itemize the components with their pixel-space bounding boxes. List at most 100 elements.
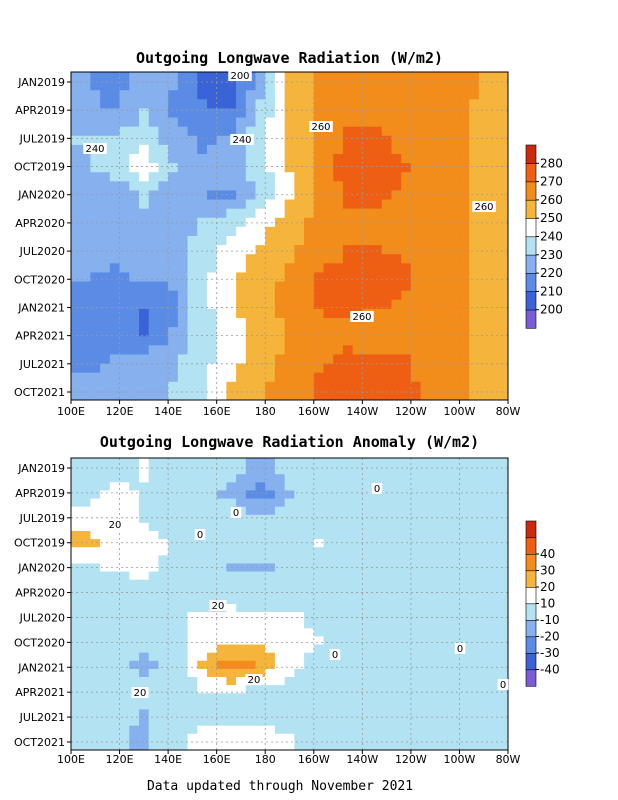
- field-cell: [449, 547, 460, 556]
- field-cell: [255, 108, 266, 118]
- field-cell: [206, 372, 218, 383]
- field-cell: [216, 725, 227, 735]
- field-cell: [90, 381, 101, 392]
- field-cell: [333, 190, 344, 200]
- field-cell: [498, 652, 509, 662]
- field-cell: [488, 531, 499, 540]
- field-cell: [168, 135, 179, 146]
- field-cell: [71, 717, 82, 727]
- colorbar-label: 260: [540, 193, 563, 207]
- field-cell: [440, 506, 451, 516]
- field-cell: [313, 547, 324, 556]
- field-cell: [119, 381, 130, 392]
- field-cell: [109, 693, 120, 702]
- field-cell: [284, 498, 295, 508]
- field-cell: [459, 281, 470, 292]
- field-cell: [284, 299, 295, 310]
- field-cell: [138, 498, 150, 508]
- field-cell: [158, 126, 169, 137]
- field-cell: [226, 660, 237, 670]
- field-cell: [129, 217, 140, 228]
- contour-label: 20: [109, 520, 122, 531]
- field-cell: [158, 99, 169, 109]
- field-cell: [216, 236, 227, 246]
- field-cell: [100, 612, 111, 621]
- field-cell: [216, 555, 227, 564]
- field-cell: [459, 668, 470, 678]
- field-cell: [410, 677, 421, 686]
- field-cell: [410, 466, 421, 475]
- field-cell: [362, 555, 373, 564]
- field-cell: [440, 652, 451, 662]
- field-cell: [90, 390, 101, 401]
- field-cell: [255, 281, 266, 292]
- field-cell: [294, 579, 305, 589]
- field-cell: [372, 254, 383, 264]
- field-cell: [109, 709, 120, 718]
- field-cell: [226, 144, 237, 155]
- field-cell: [313, 595, 324, 605]
- field-cell: [148, 390, 159, 401]
- field-cell: [187, 363, 198, 374]
- field-cell: [236, 336, 247, 346]
- field-cell: [168, 563, 179, 572]
- field-cell: [71, 126, 82, 137]
- colorbar-swatch: [525, 144, 537, 164]
- field-cell: [352, 245, 363, 255]
- field-cell: [119, 163, 130, 173]
- field-cell: [420, 466, 431, 475]
- field-cell: [342, 522, 354, 532]
- field-cell: [236, 644, 247, 654]
- field-cell: [138, 163, 150, 173]
- field-cell: [381, 99, 392, 109]
- field-cell: [372, 172, 383, 182]
- field-cell: [71, 652, 82, 662]
- field-cell: [158, 336, 169, 346]
- field-cell: [90, 717, 101, 727]
- field-cell: [352, 474, 363, 483]
- field-cell: [265, 181, 276, 191]
- field-cell: [206, 620, 218, 629]
- field-cell: [352, 163, 363, 173]
- field-cell: [372, 725, 383, 735]
- field-cell: [216, 108, 227, 118]
- field-cell: [498, 466, 509, 475]
- field-cell: [119, 154, 130, 164]
- field-cell: [294, 217, 305, 228]
- field-cell: [352, 547, 363, 556]
- field-cell: [449, 199, 460, 210]
- field-cell: [148, 281, 159, 292]
- field-cell: [197, 354, 208, 364]
- field-cell: [187, 514, 198, 524]
- field-cell: [362, 587, 373, 597]
- field-cell: [478, 181, 489, 191]
- field-cell: [430, 595, 441, 605]
- field-cell: [430, 685, 441, 694]
- field-cell: [245, 514, 256, 524]
- field-cell: [362, 474, 373, 483]
- field-cell: [148, 208, 159, 219]
- field-cell: [216, 474, 227, 483]
- field-cell: [313, 563, 324, 572]
- field-cell: [381, 498, 392, 508]
- field-cell: [498, 372, 509, 383]
- field-cell: [71, 644, 82, 654]
- field-cell: [430, 199, 441, 210]
- field-cell: [478, 709, 489, 718]
- field-cell: [342, 236, 354, 246]
- field-cell: [459, 506, 470, 516]
- field-cell: [294, 620, 305, 629]
- field-cell: [274, 636, 286, 645]
- field-cell: [313, 226, 324, 237]
- field-cell: [226, 290, 237, 301]
- field-cell: [284, 372, 295, 383]
- field-cell: [148, 263, 159, 273]
- field-cell: [119, 709, 130, 718]
- field-cell: [187, 628, 198, 637]
- field-cell: [265, 652, 276, 662]
- field-cell: [430, 620, 441, 629]
- field-cell: [391, 308, 402, 319]
- colorbar-label: 230: [540, 248, 563, 262]
- field-cell: [274, 725, 286, 735]
- field-cell: [255, 354, 266, 364]
